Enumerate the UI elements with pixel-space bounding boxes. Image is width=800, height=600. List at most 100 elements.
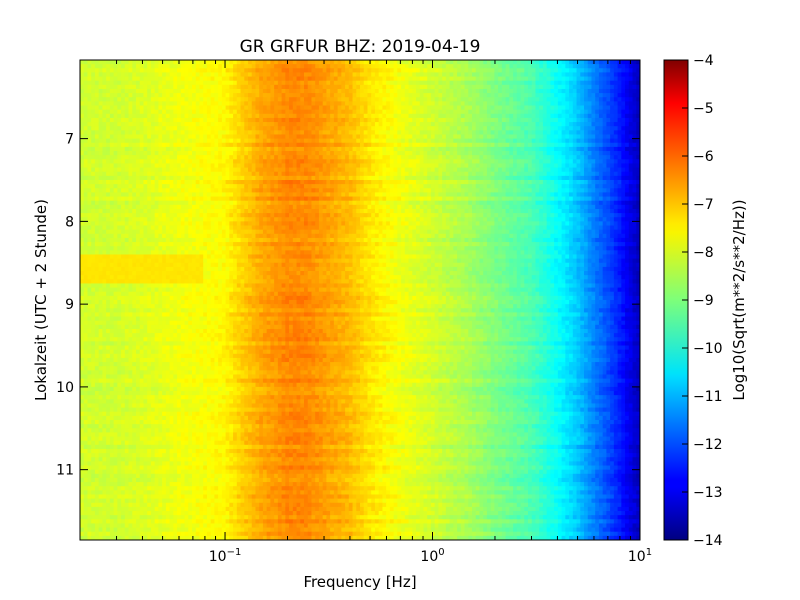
heatmap-cell (461, 60, 465, 65)
heatmap-cell (547, 93, 551, 98)
heatmap-cell (625, 89, 629, 94)
heatmap-cell (506, 159, 510, 164)
heatmap-cell (431, 155, 435, 160)
heatmap-cell (431, 134, 435, 139)
heatmap-cell (423, 68, 427, 73)
heatmap-cell (185, 155, 189, 160)
heatmap-cell (427, 101, 431, 106)
heatmap-cell (367, 180, 371, 185)
heatmap-cell (121, 176, 125, 181)
heatmap-cell (412, 147, 416, 152)
heatmap-cell (241, 64, 245, 69)
heatmap-cell (289, 143, 293, 148)
heatmap-cell (177, 68, 181, 73)
heatmap-cell (364, 101, 368, 106)
heatmap-cell (502, 126, 506, 131)
heatmap-cell (308, 85, 312, 90)
heatmap-cell (211, 130, 215, 135)
heatmap-cell (99, 151, 103, 156)
heatmap-cell (450, 180, 454, 185)
heatmap-cell (535, 184, 539, 189)
heatmap-cell (218, 151, 222, 156)
heatmap-cell (278, 134, 282, 139)
heatmap-cell (166, 126, 170, 131)
heatmap-cell (633, 147, 637, 152)
heatmap-cell (494, 143, 498, 148)
heatmap-cell (409, 151, 413, 156)
heatmap-cell (614, 122, 618, 127)
heatmap-cell (379, 72, 383, 77)
heatmap-cell (506, 89, 510, 94)
heatmap-cell (517, 143, 521, 148)
heatmap-cell (278, 60, 282, 65)
heatmap-cell (506, 192, 510, 197)
heatmap-cell (84, 151, 88, 156)
heatmap-cell (442, 97, 446, 102)
heatmap-cell (386, 139, 390, 144)
heatmap-cell (263, 176, 267, 181)
heatmap-cell (506, 188, 510, 193)
heatmap-cell (102, 155, 106, 160)
heatmap-cell (375, 77, 379, 82)
heatmap-cell (423, 122, 427, 127)
heatmap-cell (341, 134, 345, 139)
heatmap-cell (248, 143, 252, 148)
heatmap-cell (442, 168, 446, 173)
heatmap-cell (476, 172, 480, 177)
heatmap-cell (259, 139, 263, 144)
heatmap-cell (121, 163, 125, 168)
heatmap-cell (330, 60, 334, 65)
heatmap-cell (524, 81, 528, 86)
heatmap-cell (199, 176, 203, 181)
heatmap-cell (170, 130, 174, 135)
heatmap-cell (289, 101, 293, 106)
heatmap-cell (185, 81, 189, 86)
heatmap-cell (226, 172, 230, 177)
heatmap-cell (151, 176, 155, 181)
heatmap-cell (397, 93, 401, 98)
heatmap-cell (326, 85, 330, 90)
heatmap-cell (319, 106, 323, 111)
heatmap-cell (405, 101, 409, 106)
heatmap-cell (420, 159, 424, 164)
heatmap-cell (491, 110, 495, 115)
heatmap-cell (547, 72, 551, 77)
heatmap-cell (248, 122, 252, 127)
heatmap-cell (80, 130, 84, 135)
heatmap-cell (528, 180, 532, 185)
heatmap-cell (528, 155, 532, 160)
heatmap-cell (80, 122, 84, 127)
heatmap-cell (577, 126, 581, 131)
heatmap-cell (196, 114, 200, 119)
heatmap-cell (603, 60, 607, 65)
heatmap-cell (80, 192, 84, 197)
heatmap-cell (569, 68, 573, 73)
heatmap-cell (442, 184, 446, 189)
heatmap-cell (409, 122, 413, 127)
heatmap-cell (603, 110, 607, 115)
heatmap-cell (136, 147, 140, 152)
heatmap-cell (506, 101, 510, 106)
heatmap-cell (528, 139, 532, 144)
heatmap-cell (367, 192, 371, 197)
heatmap-cell (409, 89, 413, 94)
heatmap-cell (166, 110, 170, 115)
heatmap-cell (506, 110, 510, 115)
heatmap-cell (435, 180, 439, 185)
heatmap-cell (562, 168, 566, 173)
heatmap-cell (181, 147, 185, 152)
heatmap-cell (319, 155, 323, 160)
heatmap-cell (125, 134, 129, 139)
heatmap-cell (595, 168, 599, 173)
heatmap-cell (633, 85, 637, 90)
heatmap-cell (423, 130, 427, 135)
heatmap-cell (125, 110, 129, 115)
heatmap-cell (610, 147, 614, 152)
heatmap-cell (106, 139, 110, 144)
heatmap-cell (625, 93, 629, 98)
heatmap-cell (573, 101, 577, 106)
heatmap-cell (289, 60, 293, 65)
heatmap-cell (465, 188, 469, 193)
heatmap-cell (233, 197, 237, 202)
heatmap-cell (539, 93, 543, 98)
